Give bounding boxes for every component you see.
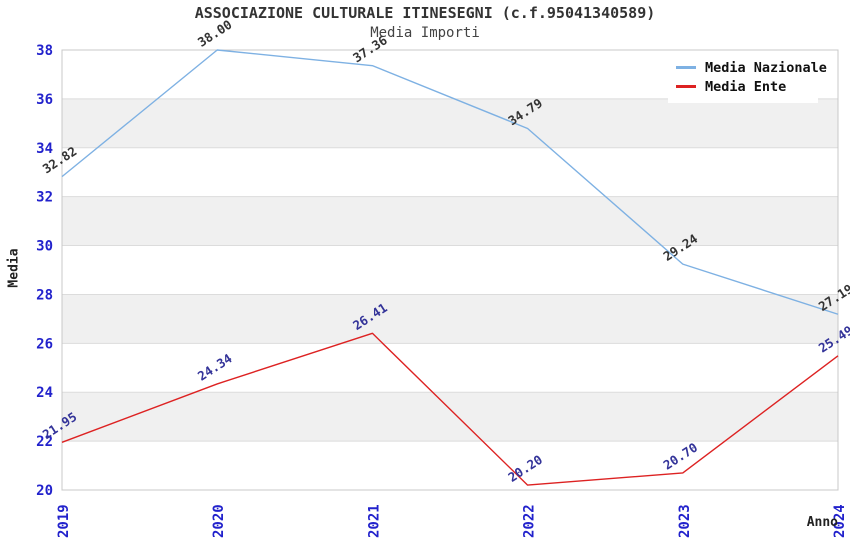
- y-tick-label: 22: [36, 434, 53, 450]
- chart-title: ASSOCIAZIONE CULTURALE ITINESEGNI (c.f.9…: [194, 4, 656, 22]
- plot-band: [62, 343, 838, 393]
- x-axis-label: Anno: [806, 515, 838, 530]
- legend-item-media-ente: Media Ente: [676, 77, 814, 96]
- plot-border: [61, 49, 839, 491]
- series-line-media-nazionale: [61, 49, 839, 315]
- plot-band: [62, 294, 838, 344]
- x-tick-label: 2021: [366, 504, 382, 538]
- y-tick-label: 26: [36, 336, 53, 352]
- y-tick-label: 34: [36, 141, 53, 157]
- x-tick-label: 2019: [56, 504, 72, 538]
- legend-item-label: Media Nazionale: [705, 59, 827, 76]
- x-tick-label: 2020: [211, 504, 227, 538]
- y-tick-label: 24: [36, 385, 53, 401]
- chart-subtitle: Media Importi: [370, 25, 480, 41]
- legend-item-media-nazionale: Media Nazionale: [676, 58, 827, 77]
- y-tick-label: 28: [36, 287, 53, 303]
- plot-band: [62, 392, 838, 442]
- plot-band: [62, 98, 838, 148]
- plot-band: [62, 196, 838, 246]
- legend-line-sample-icon: [676, 66, 696, 69]
- plot-band: [62, 245, 838, 295]
- x-tick-label: 2023: [677, 504, 693, 538]
- plot-band: [62, 147, 838, 197]
- series-line-media-ente: [61, 332, 839, 486]
- y-axis-label: Media: [6, 248, 22, 288]
- data-label: 38.00: [195, 17, 235, 50]
- legend-item-label: Media Ente: [705, 78, 787, 95]
- y-tick-label: 32: [36, 190, 53, 206]
- y-tick-label: 36: [36, 92, 53, 108]
- y-tick-label: 30: [36, 239, 53, 255]
- x-tick-label: 2024: [832, 504, 848, 538]
- y-tick-label: 20: [36, 483, 53, 499]
- y-tick-label: 38: [36, 43, 53, 59]
- chart-legend: Media Nazionale Media Ente: [668, 53, 827, 103]
- x-tick-label: 2022: [522, 504, 538, 538]
- legend-line-sample-icon: [676, 85, 696, 88]
- plot-band: [62, 441, 838, 490]
